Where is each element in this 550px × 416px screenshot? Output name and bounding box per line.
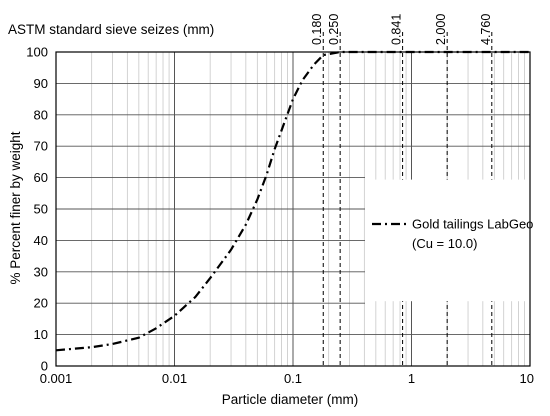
y-axis-title: % Percent finer by weight: [8, 131, 23, 284]
y-tick-label: 100: [26, 45, 48, 60]
x-tick-label: 1: [408, 371, 415, 386]
y-tick-label: 10: [34, 327, 48, 342]
x-tick-label: 0.001: [40, 371, 73, 386]
y-tick-label: 70: [34, 139, 48, 154]
legend-layer: Gold tailings LabGeo (Cu = 10.0): [366, 179, 533, 302]
y-tick-label: 90: [34, 76, 48, 91]
sieve-label: 0.180: [310, 14, 324, 45]
x-axis-title: Particle diameter (mm): [222, 392, 359, 407]
legend-sublabel: (Cu = 10.0): [412, 236, 477, 251]
series-line-gold-tailings: [55, 50, 530, 352]
x-tick-label: 10: [520, 371, 534, 386]
y-tick-label: 50: [34, 202, 48, 217]
y-tick-label: 20: [34, 296, 48, 311]
y-tick-label: 80: [34, 107, 48, 122]
top-axis-title: ASTM standard sieve seizes (mm): [8, 22, 214, 37]
y-tick-label: 30: [34, 264, 48, 279]
y-tick-label: 40: [34, 233, 48, 248]
series-layer: [55, 50, 530, 352]
legend-box: [366, 179, 529, 302]
y-tick-label: 60: [34, 170, 48, 185]
sieve-label: 0.250: [327, 14, 341, 45]
sieve-layer: 0.180 0.250 0.841 2.000 4.760: [310, 14, 493, 366]
axes-layer: 0 10 20 30 40 50 60 70 80 90 100 0.001 0.01 0.1 1 10: [26, 45, 534, 387]
sieve-label: 0.841: [390, 14, 404, 45]
x-tick-label: 0.1: [284, 371, 302, 386]
sieve-label: 4.760: [479, 14, 493, 45]
y-tick-label: 0: [41, 359, 48, 374]
legend-label: Gold tailings LabGeo: [412, 217, 533, 232]
sieve-label: 2.000: [434, 14, 448, 45]
x-tick-label: 0.01: [162, 371, 187, 386]
plot-frame: [55, 51, 531, 367]
